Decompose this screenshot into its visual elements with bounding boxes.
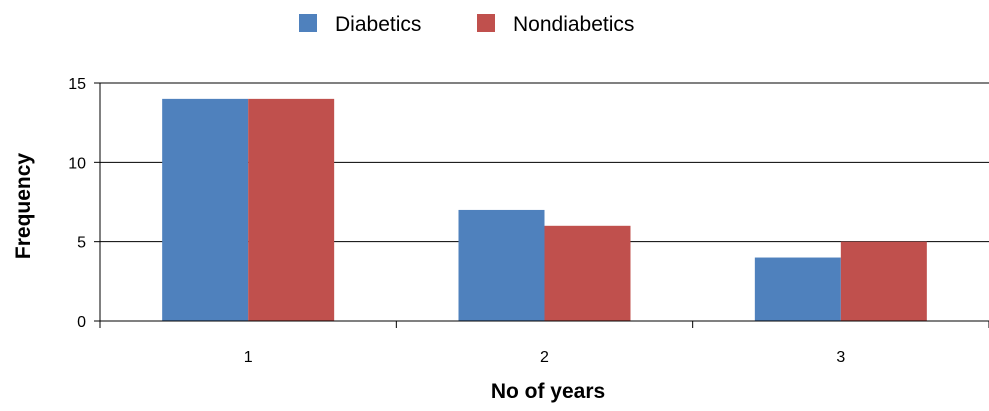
x-tick-label: 3	[836, 349, 845, 366]
bars	[162, 98, 927, 321]
bar	[162, 98, 249, 321]
y-tick-label: 15	[68, 76, 86, 93]
x-tick-labels: 1 2 3	[244, 349, 846, 366]
y-tick-label: 10	[68, 155, 86, 172]
y-axis-title: Frequency	[12, 153, 35, 260]
legend-swatch	[477, 14, 495, 32]
legend-swatch	[299, 14, 317, 32]
x-axis-title: No of years	[491, 380, 605, 403]
bar	[458, 209, 545, 321]
x-tick-label: 1	[244, 349, 253, 366]
y-tick-label: 5	[77, 235, 86, 252]
bar	[754, 257, 841, 321]
bar	[248, 98, 335, 321]
chart-legend: Diabetics Nondiabetics	[299, 13, 634, 36]
bar	[544, 225, 631, 321]
legend-label: Diabetics	[335, 13, 421, 36]
bar	[840, 241, 927, 321]
axes	[94, 82, 989, 328]
y-tick-labels: 0 5 10 15	[68, 76, 86, 331]
x-tick-label: 2	[540, 349, 549, 366]
legend-label: Nondiabetics	[513, 13, 634, 36]
y-tick-label: 0	[77, 314, 86, 331]
